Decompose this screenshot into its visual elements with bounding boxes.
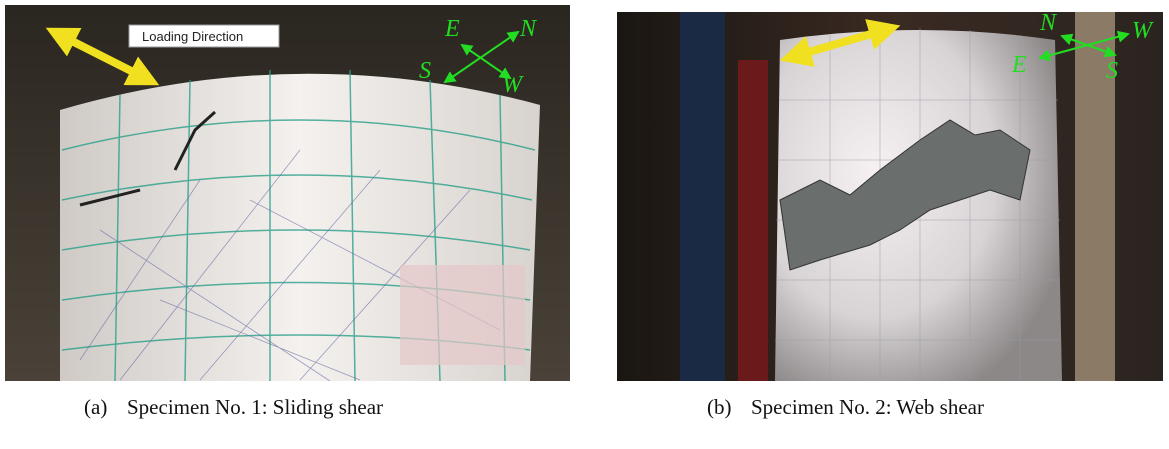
page: {"panels": [ {"label_box": "Loading Dire… xyxy=(0,0,1169,449)
caption-tag: (b) xyxy=(707,395,732,419)
compass-s: S xyxy=(1106,58,1118,84)
photo-a: Loading Direction E N S W xyxy=(5,5,570,381)
caption: Specimen No. 2: Web shear xyxy=(751,395,984,419)
compass-e: E xyxy=(444,16,460,42)
figure: Loading Direction E N S W N W E S (a) xyxy=(0,0,1169,449)
compass-w: W xyxy=(502,72,524,98)
photo-b: N W E S xyxy=(617,10,1163,381)
compass-n: N xyxy=(1039,10,1058,36)
compass-n: N xyxy=(519,16,538,42)
compass-s: S xyxy=(419,58,431,84)
compass-e: E xyxy=(1011,52,1027,78)
loading-direction-label: Loading Direction xyxy=(142,29,243,44)
compass-w: W xyxy=(1132,18,1154,44)
caption-tag: (a) xyxy=(84,395,107,419)
caption: Specimen No. 1: Sliding shear xyxy=(127,395,383,419)
